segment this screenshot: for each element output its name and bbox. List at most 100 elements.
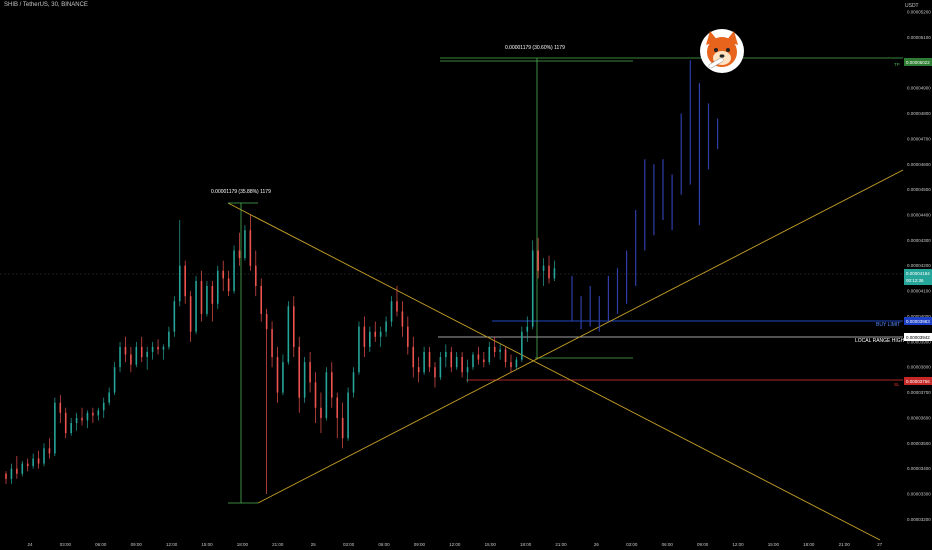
candle-body <box>75 417 78 423</box>
candle-body <box>254 265 257 287</box>
candle-body <box>271 329 273 358</box>
candle <box>396 286 398 317</box>
candle <box>64 407 67 439</box>
y-tick-label: 0.00003800 <box>907 365 931 370</box>
candle-countdown: 00:12:36 <box>906 278 924 283</box>
candle <box>423 346 425 375</box>
candle <box>102 397 105 418</box>
y-tick-label: 0.00003300 <box>907 492 931 497</box>
candle <box>184 260 186 304</box>
x-tick-label: 15:00 <box>201 542 213 547</box>
candle-body <box>412 346 415 368</box>
x-tick-label: 15:00 <box>768 542 780 547</box>
x-tick-label: 09:00 <box>131 542 143 547</box>
candle <box>5 471 7 484</box>
candle <box>32 453 34 469</box>
x-tick-label: 25 <box>311 542 317 547</box>
candle-body <box>548 265 550 279</box>
candle <box>26 458 29 472</box>
y-tick-label: 0.00003900 <box>907 339 931 344</box>
candle-body <box>347 392 349 439</box>
candle <box>548 255 550 284</box>
candle <box>358 321 360 375</box>
buy-price: 0.00003983 <box>906 319 930 324</box>
y-tick-label: 0.00004600 <box>907 162 931 167</box>
y-tick-label: 0.00004100 <box>907 289 931 294</box>
candle-body <box>477 354 480 360</box>
candle <box>499 344 501 360</box>
candle-body <box>48 448 51 454</box>
candle-body <box>461 357 463 373</box>
x-tick-label: 09:00 <box>697 542 709 547</box>
candle-body <box>325 372 328 418</box>
candle <box>276 346 279 403</box>
candle <box>81 407 83 426</box>
candle <box>292 296 295 358</box>
candle-body <box>124 346 127 355</box>
candle <box>108 387 110 406</box>
candle <box>195 275 197 335</box>
candle-body <box>130 354 132 365</box>
x-tick-label: 18:00 <box>237 542 249 547</box>
candle <box>200 270 203 322</box>
candle <box>140 336 143 363</box>
candle <box>244 225 246 261</box>
ascending-trendline <box>257 169 904 504</box>
local-range-high-label: LOCAL RANGE HIGH <box>855 338 905 344</box>
candle-body <box>5 473 7 479</box>
candle <box>542 258 545 287</box>
candle <box>483 351 485 368</box>
candle <box>206 280 208 317</box>
candle <box>119 341 121 373</box>
candle <box>92 407 94 423</box>
x-tick-label: 03:00 <box>626 542 638 547</box>
candle <box>401 301 404 337</box>
candle <box>135 341 138 368</box>
chart-title: SHIB / TetherUS, 30, BINANCE <box>4 2 88 8</box>
candle <box>374 321 377 342</box>
candle <box>504 346 507 368</box>
x-tick-label: 06:00 <box>378 542 390 547</box>
x-tick-label: 21:00 <box>555 542 567 547</box>
candle-body <box>439 357 442 378</box>
y-tick-label: 0.00003400 <box>907 466 931 471</box>
candle-body <box>466 367 469 373</box>
candle-body <box>390 301 393 322</box>
candle <box>412 336 415 378</box>
price-unit: USDT <box>905 3 919 9</box>
candle-body <box>423 351 425 373</box>
x-tick-label: 21:00 <box>272 542 284 547</box>
candle-body <box>363 326 366 347</box>
candle-body <box>173 301 176 332</box>
candle-body <box>292 306 295 347</box>
candle-body <box>244 230 246 259</box>
candle <box>352 367 355 398</box>
candle <box>21 461 24 477</box>
candle-body <box>119 346 121 368</box>
candle-body <box>140 346 143 358</box>
candle <box>216 265 219 309</box>
candle-body <box>493 346 496 352</box>
candle-body <box>43 448 45 464</box>
candle-body <box>287 306 290 363</box>
candle <box>428 346 431 373</box>
candle-body <box>260 286 263 314</box>
candle <box>531 240 534 330</box>
candle <box>477 346 480 365</box>
y-tick-label: 0.00004500 <box>907 187 931 192</box>
candle <box>189 291 192 342</box>
candle <box>385 316 387 337</box>
candle <box>130 346 132 373</box>
x-tick-label: 18:00 <box>803 542 815 547</box>
candle-body <box>450 351 453 368</box>
y-tick-label: 0.00004300 <box>907 238 931 243</box>
candle-body <box>81 417 83 421</box>
candle <box>298 336 301 413</box>
candle-body <box>10 468 13 479</box>
candle-body <box>168 331 170 347</box>
candle-body <box>178 265 181 302</box>
candle-body <box>531 250 534 327</box>
candle <box>75 412 78 431</box>
